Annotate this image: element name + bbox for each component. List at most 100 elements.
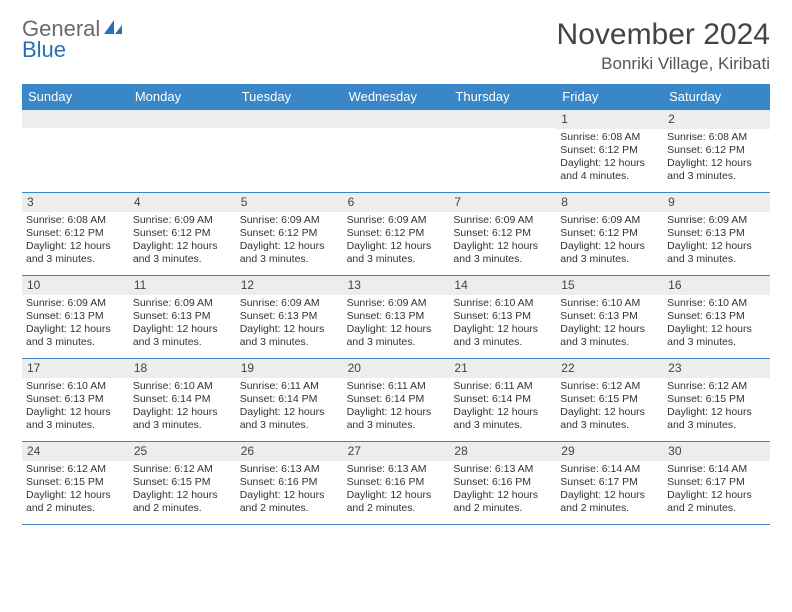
day-number: 22 (556, 359, 663, 378)
page-header: General Blue November 2024 Bonriki Villa… (22, 18, 770, 74)
cell-line: Sunrise: 6:10 AM (667, 297, 766, 310)
cell-line: Sunrise: 6:09 AM (133, 297, 232, 310)
cell-line: Daylight: 12 hours and 3 minutes. (667, 406, 766, 432)
cell-line: Daylight: 12 hours and 3 minutes. (347, 240, 446, 266)
cell-line: Daylight: 12 hours and 4 minutes. (560, 157, 659, 183)
cell-line: Daylight: 12 hours and 2 minutes. (453, 489, 552, 515)
calendar-page: General Blue November 2024 Bonriki Villa… (0, 0, 792, 525)
calendar-cell: 20Sunrise: 6:11 AMSunset: 6:14 PMDayligh… (343, 359, 450, 441)
cell-line: Daylight: 12 hours and 3 minutes. (133, 406, 232, 432)
cell-line: Sunrise: 6:10 AM (453, 297, 552, 310)
cell-line: Sunrise: 6:11 AM (453, 380, 552, 393)
calendar-cell (129, 110, 236, 192)
logo-sail-icon (100, 18, 124, 40)
calendar-cell: 9Sunrise: 6:09 AMSunset: 6:13 PMDaylight… (663, 193, 770, 275)
cell-line: Sunset: 6:14 PM (347, 393, 446, 406)
calendar-week-row: 1Sunrise: 6:08 AMSunset: 6:12 PMDaylight… (22, 109, 770, 192)
calendar-cell: 1Sunrise: 6:08 AMSunset: 6:12 PMDaylight… (556, 110, 663, 192)
calendar-cell: 15Sunrise: 6:10 AMSunset: 6:13 PMDayligh… (556, 276, 663, 358)
calendar-cell: 19Sunrise: 6:11 AMSunset: 6:14 PMDayligh… (236, 359, 343, 441)
calendar-cell: 2Sunrise: 6:08 AMSunset: 6:12 PMDaylight… (663, 110, 770, 192)
day-number: 16 (663, 276, 770, 295)
cell-line: Sunset: 6:17 PM (667, 476, 766, 489)
day-number: 27 (343, 442, 450, 461)
day-number: 19 (236, 359, 343, 378)
calendar-cell: 16Sunrise: 6:10 AMSunset: 6:13 PMDayligh… (663, 276, 770, 358)
logo-line2: Blue (22, 40, 124, 61)
cell-line: Daylight: 12 hours and 3 minutes. (560, 406, 659, 432)
calendar-cell: 13Sunrise: 6:09 AMSunset: 6:13 PMDayligh… (343, 276, 450, 358)
cell-line: Sunrise: 6:08 AM (26, 214, 125, 227)
calendar-cell: 12Sunrise: 6:09 AMSunset: 6:13 PMDayligh… (236, 276, 343, 358)
cell-line: Daylight: 12 hours and 3 minutes. (26, 406, 125, 432)
calendar-cell: 21Sunrise: 6:11 AMSunset: 6:14 PMDayligh… (449, 359, 556, 441)
day-number: 13 (343, 276, 450, 295)
cell-line: Daylight: 12 hours and 2 minutes. (133, 489, 232, 515)
cell-line: Sunset: 6:15 PM (133, 476, 232, 489)
cell-line: Daylight: 12 hours and 3 minutes. (26, 323, 125, 349)
calendar-week-row: 17Sunrise: 6:10 AMSunset: 6:13 PMDayligh… (22, 358, 770, 441)
calendar-cell: 24Sunrise: 6:12 AMSunset: 6:15 PMDayligh… (22, 442, 129, 524)
cell-line: Sunset: 6:12 PM (560, 144, 659, 157)
cell-line: Daylight: 12 hours and 3 minutes. (347, 323, 446, 349)
day-number (449, 110, 556, 128)
cell-line: Sunset: 6:13 PM (26, 310, 125, 323)
cell-line: Sunrise: 6:09 AM (453, 214, 552, 227)
cell-line: Sunrise: 6:09 AM (347, 297, 446, 310)
cell-line: Daylight: 12 hours and 3 minutes. (347, 406, 446, 432)
calendar-cell (449, 110, 556, 192)
day-number: 4 (129, 193, 236, 212)
cell-line: Sunset: 6:16 PM (453, 476, 552, 489)
cell-line: Daylight: 12 hours and 3 minutes. (667, 157, 766, 183)
calendar-week-row: 24Sunrise: 6:12 AMSunset: 6:15 PMDayligh… (22, 441, 770, 525)
cell-line: Sunset: 6:12 PM (347, 227, 446, 240)
calendar-cell: 4Sunrise: 6:09 AMSunset: 6:12 PMDaylight… (129, 193, 236, 275)
cell-line: Sunset: 6:12 PM (667, 144, 766, 157)
day-number: 9 (663, 193, 770, 212)
calendar-grid: Sunday Monday Tuesday Wednesday Thursday… (22, 84, 770, 525)
cell-line: Sunrise: 6:11 AM (240, 380, 339, 393)
calendar-cell: 25Sunrise: 6:12 AMSunset: 6:15 PMDayligh… (129, 442, 236, 524)
weekday-header: Monday (129, 84, 236, 109)
cell-line: Sunset: 6:12 PM (240, 227, 339, 240)
calendar-cell (343, 110, 450, 192)
cell-line: Sunset: 6:13 PM (453, 310, 552, 323)
cell-line: Sunrise: 6:09 AM (560, 214, 659, 227)
cell-line: Daylight: 12 hours and 2 minutes. (26, 489, 125, 515)
page-subtitle: Bonriki Village, Kiribati (557, 54, 770, 74)
cell-line: Daylight: 12 hours and 2 minutes. (667, 489, 766, 515)
cell-line: Sunset: 6:14 PM (133, 393, 232, 406)
cell-line: Sunrise: 6:10 AM (560, 297, 659, 310)
cell-line: Daylight: 12 hours and 2 minutes. (560, 489, 659, 515)
day-number: 5 (236, 193, 343, 212)
cell-line: Daylight: 12 hours and 3 minutes. (240, 240, 339, 266)
calendar-week-row: 3Sunrise: 6:08 AMSunset: 6:12 PMDaylight… (22, 192, 770, 275)
calendar-cell: 27Sunrise: 6:13 AMSunset: 6:16 PMDayligh… (343, 442, 450, 524)
calendar-cell: 14Sunrise: 6:10 AMSunset: 6:13 PMDayligh… (449, 276, 556, 358)
cell-line: Sunrise: 6:13 AM (453, 463, 552, 476)
day-number: 3 (22, 193, 129, 212)
day-number: 30 (663, 442, 770, 461)
weekday-header-row: Sunday Monday Tuesday Wednesday Thursday… (22, 84, 770, 109)
weekday-header: Saturday (663, 84, 770, 109)
calendar-cell: 8Sunrise: 6:09 AMSunset: 6:12 PMDaylight… (556, 193, 663, 275)
day-number: 1 (556, 110, 663, 129)
calendar-cell: 26Sunrise: 6:13 AMSunset: 6:16 PMDayligh… (236, 442, 343, 524)
calendar-cell: 7Sunrise: 6:09 AMSunset: 6:12 PMDaylight… (449, 193, 556, 275)
cell-line: Daylight: 12 hours and 3 minutes. (667, 240, 766, 266)
calendar-week-row: 10Sunrise: 6:09 AMSunset: 6:13 PMDayligh… (22, 275, 770, 358)
cell-line: Daylight: 12 hours and 3 minutes. (26, 240, 125, 266)
weekday-header: Friday (556, 84, 663, 109)
day-number: 8 (556, 193, 663, 212)
cell-line: Sunset: 6:13 PM (133, 310, 232, 323)
page-title: November 2024 (557, 18, 770, 52)
cell-line: Sunrise: 6:09 AM (240, 214, 339, 227)
cell-line: Daylight: 12 hours and 3 minutes. (240, 406, 339, 432)
cell-line: Sunrise: 6:09 AM (347, 214, 446, 227)
calendar-cell: 5 Sunrise: 6:09 AMSunset: 6:12 PMDaylight… (236, 193, 343, 275)
calendar-cell: 28Sunrise: 6:13 AMSunset: 6:16 PMDayligh… (449, 442, 556, 524)
weeks-container: 1Sunrise: 6:08 AMSunset: 6:12 PMDaylight… (22, 109, 770, 525)
cell-line: Daylight: 12 hours and 3 minutes. (560, 323, 659, 349)
cell-line: Sunrise: 6:09 AM (667, 214, 766, 227)
calendar-cell: 23Sunrise: 6:12 AMSunset: 6:15 PMDayligh… (663, 359, 770, 441)
